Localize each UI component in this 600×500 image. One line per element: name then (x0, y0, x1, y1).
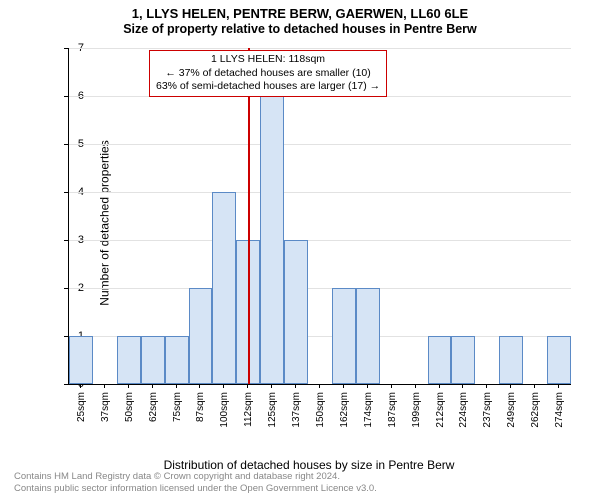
y-tick-mark (64, 192, 68, 193)
histogram-bar (428, 336, 452, 384)
y-tick-mark (64, 144, 68, 145)
y-tick-mark (64, 384, 68, 385)
x-tick-label: 174sqm (363, 392, 374, 428)
x-tick-label: 224sqm (458, 392, 469, 428)
histogram-bar (451, 336, 475, 384)
x-tick-label: 237sqm (482, 392, 493, 428)
gridline (69, 48, 571, 49)
x-tick-label: 100sqm (219, 392, 230, 428)
title-line2: Size of property relative to detached ho… (0, 22, 600, 38)
histogram-bar (69, 336, 93, 384)
x-axis-label: Distribution of detached houses by size … (48, 458, 570, 472)
callout-line3: 63% of semi-detached houses are larger (… (156, 80, 380, 94)
x-tick-mark (367, 384, 368, 388)
x-tick-mark (104, 384, 105, 388)
histogram-bar (117, 336, 141, 384)
histogram-bar (141, 336, 165, 384)
chart-titles: 1, LLYS HELEN, PENTRE BERW, GAERWEN, LL6… (0, 0, 600, 38)
x-tick-mark (462, 384, 463, 388)
histogram-bar (212, 192, 236, 384)
x-tick-mark (510, 384, 511, 388)
x-tick-mark (439, 384, 440, 388)
x-tick-label: 212sqm (435, 392, 446, 428)
x-tick-label: 112sqm (243, 392, 254, 427)
x-tick-label: 25sqm (76, 392, 87, 422)
x-tick-mark (486, 384, 487, 388)
x-tick-label: 62sqm (148, 392, 159, 422)
x-tick-mark (152, 384, 153, 388)
chart: Number of detached properties 1 LLYS HEL… (48, 48, 570, 408)
histogram-bar (356, 288, 380, 384)
x-tick-mark (391, 384, 392, 388)
plot-area: 1 LLYS HELEN: 118sqm ← 37% of detached h… (68, 48, 571, 385)
x-tick-mark (271, 384, 272, 388)
x-tick-label: 75sqm (172, 392, 183, 422)
x-tick-label: 87sqm (195, 392, 206, 422)
x-tick-label: 37sqm (100, 392, 111, 422)
callout-line2: ← 37% of detached houses are smaller (10… (156, 67, 380, 81)
y-tick-mark (64, 48, 68, 49)
callout-line1: 1 LLYS HELEN: 118sqm (156, 53, 380, 67)
footer-line1: Contains HM Land Registry data © Crown c… (14, 471, 377, 482)
x-tick-mark (295, 384, 296, 388)
reference-line (248, 48, 250, 384)
histogram-bar (332, 288, 356, 384)
y-tick-mark (64, 336, 68, 337)
x-tick-mark (558, 384, 559, 388)
histogram-bar (165, 336, 189, 384)
footer: Contains HM Land Registry data © Crown c… (14, 471, 377, 494)
x-tick-label: 162sqm (339, 392, 350, 428)
x-tick-label: 125sqm (267, 392, 278, 428)
reference-callout: 1 LLYS HELEN: 118sqm ← 37% of detached h… (149, 50, 387, 97)
footer-line2: Contains public sector information licen… (14, 483, 377, 494)
x-tick-mark (247, 384, 248, 388)
gridline (69, 288, 571, 289)
x-tick-label: 274sqm (554, 392, 565, 428)
x-tick-label: 150sqm (315, 392, 326, 428)
x-tick-label: 137sqm (291, 392, 302, 428)
x-tick-label: 262sqm (530, 392, 541, 428)
histogram-bar (547, 336, 571, 384)
x-tick-mark (80, 384, 81, 388)
gridline (69, 192, 571, 193)
x-tick-mark (128, 384, 129, 388)
x-tick-label: 50sqm (124, 392, 135, 422)
y-tick-mark (64, 288, 68, 289)
x-tick-mark (199, 384, 200, 388)
histogram-bar (189, 288, 213, 384)
x-tick-mark (343, 384, 344, 388)
x-tick-label: 249sqm (506, 392, 517, 428)
x-tick-mark (223, 384, 224, 388)
x-tick-label: 199sqm (411, 392, 422, 428)
histogram-bar (284, 240, 308, 384)
y-tick-mark (64, 96, 68, 97)
title-line1: 1, LLYS HELEN, PENTRE BERW, GAERWEN, LL6… (0, 6, 600, 22)
y-tick-mark (64, 240, 68, 241)
histogram-bar (260, 96, 284, 384)
x-tick-mark (176, 384, 177, 388)
gridline (69, 144, 571, 145)
histogram-bar (499, 336, 523, 384)
x-tick-mark (534, 384, 535, 388)
x-tick-label: 187sqm (387, 392, 398, 428)
gridline (69, 240, 571, 241)
x-tick-mark (319, 384, 320, 388)
x-tick-mark (415, 384, 416, 388)
